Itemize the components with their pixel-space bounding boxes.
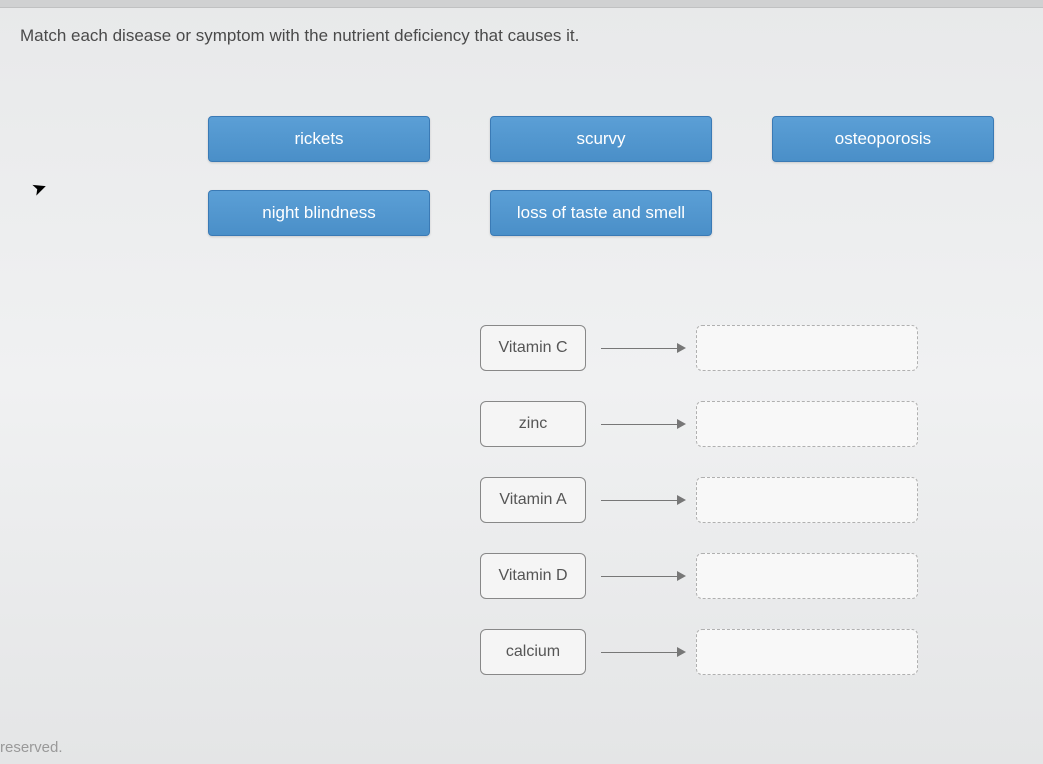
nutrient-vitamin-a: Vitamin A [480,477,586,523]
drag-item-loss-taste-smell[interactable]: loss of taste and smell [490,190,712,236]
match-row-vitamin-d: Vitamin D [480,552,1043,600]
match-row-calcium: calcium [480,628,1043,676]
arrow-icon [586,576,696,577]
instruction-text: Match each disease or symptom with the n… [0,8,1043,56]
dropzone-zinc[interactable] [696,401,918,447]
match-row-zinc: zinc [480,400,1043,448]
arrow-icon [586,348,696,349]
match-row-vitamin-a: Vitamin A [480,476,1043,524]
nutrient-vitamin-d: Vitamin D [480,553,586,599]
drag-row-1: rickets scurvy osteoporosis [208,116,1043,162]
drag-item-night-blindness[interactable]: night blindness [208,190,430,236]
match-area: Vitamin C zinc Vitamin A Vitamin D calci… [0,294,1043,676]
drag-item-rickets[interactable]: rickets [208,116,430,162]
drag-item-scurvy[interactable]: scurvy [490,116,712,162]
top-bar [0,0,1043,8]
drag-row-2: night blindness loss of taste and smell [208,190,1043,236]
footer-text: reserved. [0,739,63,756]
arrow-icon [586,424,696,425]
arrow-icon [586,500,696,501]
arrow-icon [586,652,696,653]
drag-item-osteoporosis[interactable]: osteoporosis [772,116,994,162]
dropzone-vitamin-d[interactable] [696,553,918,599]
match-row-vitamin-c: Vitamin C [480,324,1043,372]
dropzone-vitamin-a[interactable] [696,477,918,523]
nutrient-calcium: calcium [480,629,586,675]
draggable-area: rickets scurvy osteoporosis night blindn… [0,56,1043,294]
nutrient-zinc: zinc [480,401,586,447]
dropzone-calcium[interactable] [696,629,918,675]
dropzone-vitamin-c[interactable] [696,325,918,371]
nutrient-vitamin-c: Vitamin C [480,325,586,371]
